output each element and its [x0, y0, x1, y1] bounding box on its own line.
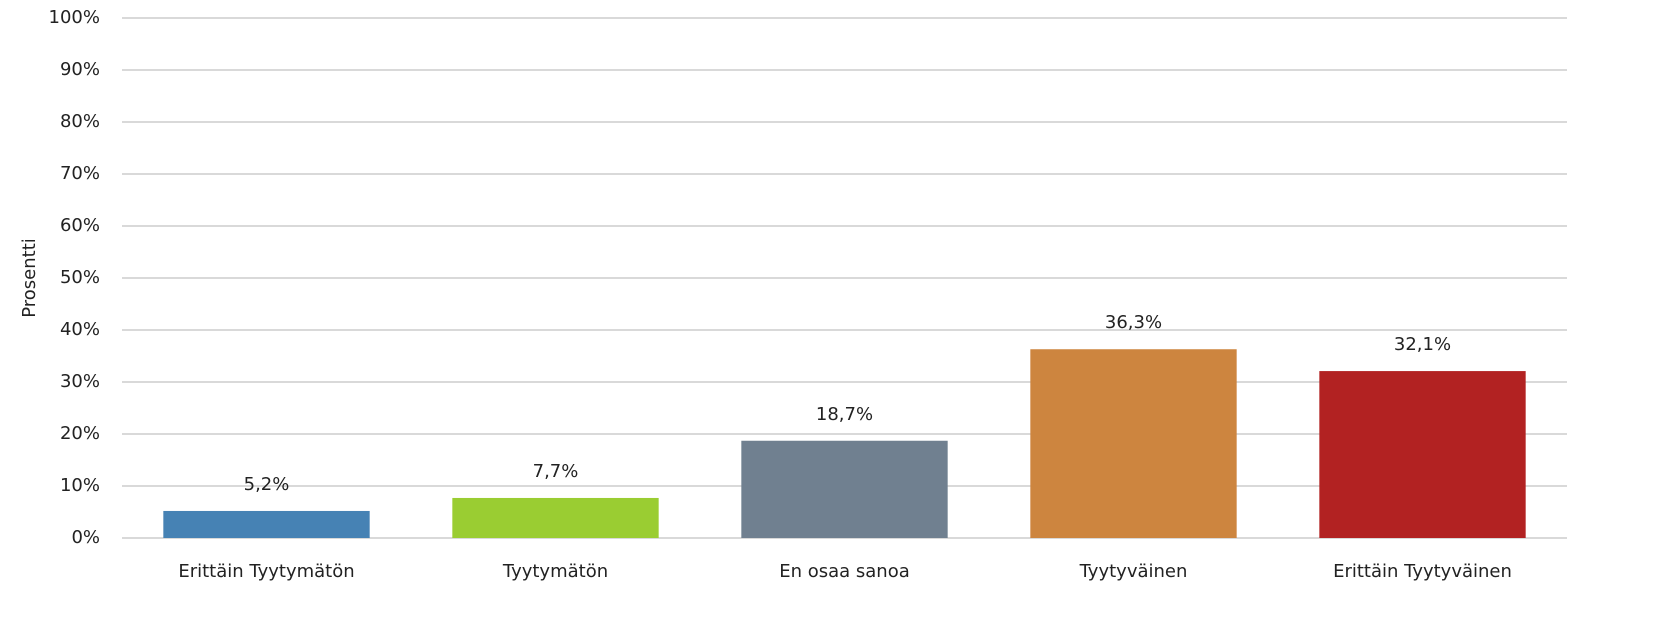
- bar: [741, 440, 948, 538]
- y-tick-label: 20%: [60, 423, 100, 444]
- x-tick-label: Tyytymätön: [502, 561, 608, 582]
- y-tick-label: 0%: [71, 527, 100, 548]
- bar: [1319, 371, 1526, 538]
- x-tick-label: Erittäin Tyytyväinen: [1333, 561, 1512, 582]
- data-label: 5,2%: [244, 474, 290, 495]
- data-label: 7,7%: [533, 461, 579, 482]
- y-tick-label: 40%: [60, 319, 100, 340]
- x-tick-label: Tyytyväinen: [1079, 561, 1188, 582]
- y-tick-label: 80%: [60, 111, 100, 132]
- bar: [1030, 349, 1237, 538]
- x-tick-label: En osaa sanoa: [779, 561, 910, 582]
- y-tick-label: 90%: [60, 59, 100, 80]
- bar: [452, 497, 659, 538]
- data-label: 32,1%: [1394, 334, 1451, 355]
- y-tick-label: 10%: [60, 475, 100, 496]
- x-tick-label: Erittäin Tyytymätön: [178, 561, 354, 582]
- bar: [163, 510, 370, 538]
- y-axis-label: Prosentti: [19, 238, 40, 318]
- y-tick-label: 50%: [60, 267, 100, 288]
- data-label: 36,3%: [1105, 312, 1162, 333]
- y-tick-label: 60%: [60, 215, 100, 236]
- data-label: 18,7%: [816, 404, 873, 425]
- y-tick-label: 70%: [60, 163, 100, 184]
- y-tick-label: 100%: [49, 7, 100, 28]
- y-tick-label: 30%: [60, 371, 100, 392]
